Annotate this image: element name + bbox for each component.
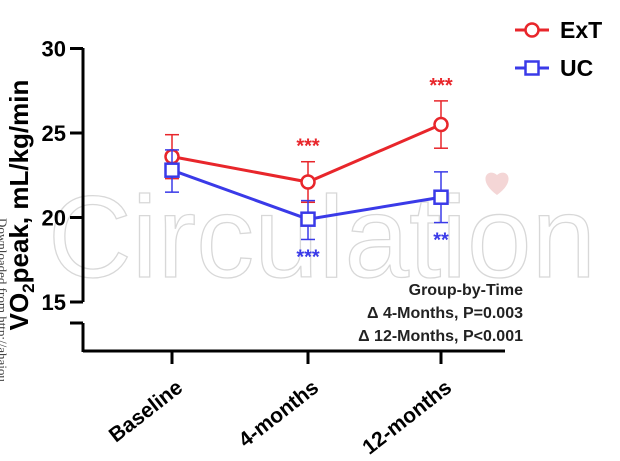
x-tick-label: 4-months (234, 376, 323, 452)
y-tick-label: 20 (42, 206, 66, 231)
y-axis-label-subscript: 2 (19, 283, 38, 292)
annotation-line-3: Δ 12-Months, P<0.001 (358, 328, 523, 345)
series-uc: ***** (164, 149, 449, 268)
data-point (164, 162, 180, 178)
axes (70, 48, 505, 353)
y-tick-label: 30 (42, 37, 66, 62)
data-point (433, 189, 449, 205)
download-note: Downloaded from http://ahajou (0, 218, 10, 382)
data-point (300, 174, 316, 190)
watermark-logo-icon (485, 172, 509, 195)
annotation-line-1: Group-by-Time (409, 282, 523, 299)
y-axis-label-rest: peak, mL/kg/min (4, 80, 34, 284)
legend-label: ExT (560, 17, 602, 43)
y-axis-label: VO2peak, mL/kg/min (4, 80, 38, 331)
y-tick-label: 25 (42, 121, 66, 146)
x-tick-label: 12-months (358, 376, 456, 459)
legend: ExT UC (515, 17, 602, 81)
legend-item-ext: ExT (515, 17, 602, 43)
legend-label: UC (560, 55, 593, 81)
data-point (300, 211, 316, 227)
significance-label: *** (429, 75, 453, 97)
significance-label: *** (296, 136, 320, 158)
data-point (433, 116, 449, 133)
y-tick-label: 15 (42, 290, 66, 315)
watermark: Circulation (48, 172, 596, 302)
annotation-line-2: Δ 4-Months, P=0.003 (367, 305, 523, 322)
legend-marker (524, 60, 540, 76)
stats-annotation: Group-by-Time Δ 4-Months, P=0.003 Δ 12-M… (358, 282, 523, 345)
significance-label: ** (433, 230, 449, 252)
significance-label: *** (296, 246, 320, 268)
legend-marker (524, 22, 540, 38)
y-axis-label-prefix: VO (4, 293, 34, 331)
x-tick-label: Baseline (105, 376, 187, 447)
legend-item-uc: UC (515, 55, 593, 81)
